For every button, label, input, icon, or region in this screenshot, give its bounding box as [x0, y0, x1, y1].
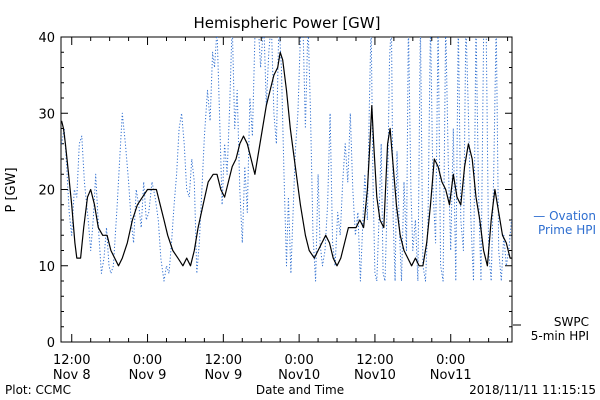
x-tick-label-time: 12:00 [356, 353, 393, 368]
y-tick-label: 20 [38, 184, 55, 199]
x-tick-label-time: 12:00 [205, 353, 242, 368]
x-tick-label-date: Nov 9 [204, 368, 242, 383]
footer-plot-source: Plot: CCMC [5, 383, 71, 397]
x-tick-label-date: Nov10 [278, 368, 320, 383]
y-tick-label: 40 [38, 31, 55, 46]
legend-swpc-line2: 5-min HPI [531, 329, 589, 343]
x-tick-label-time: 12:00 [53, 353, 90, 368]
y-axis-label: P [GW] [4, 167, 19, 212]
x-tick-label-time: 0:00 [285, 353, 314, 368]
legend-ovation-line2: Prime HPI [538, 223, 596, 237]
y-tick-label: 30 [38, 107, 55, 122]
ovation-prime-series-line [61, 37, 512, 282]
x-tick-label-date: Nov10 [354, 368, 396, 383]
legend-swpc-line1: SWPC [554, 315, 589, 329]
x-tick-label-time: 0:00 [133, 353, 162, 368]
x-tick-label-date: Nov11 [430, 368, 472, 383]
chart-title: Hemispheric Power [GW] [194, 14, 381, 32]
y-axis-ticks: 0 10 20 30 40 [38, 31, 512, 351]
x-tick-label-date: Nov 9 [129, 368, 167, 383]
x-tick-label-date: Nov 8 [53, 368, 91, 383]
legend-ovation-line1: — Ovation [533, 209, 596, 223]
y-tick-label: 0 [47, 336, 55, 351]
y-tick-label: 10 [38, 260, 55, 275]
footer-timestamp: 2018/11/11 11:15:15 [469, 383, 596, 397]
swpc-series-line [61, 51, 512, 267]
series-layer [61, 37, 512, 282]
x-axis-label: Date and Time [256, 383, 344, 397]
x-tick-label-time: 0:00 [436, 353, 465, 368]
